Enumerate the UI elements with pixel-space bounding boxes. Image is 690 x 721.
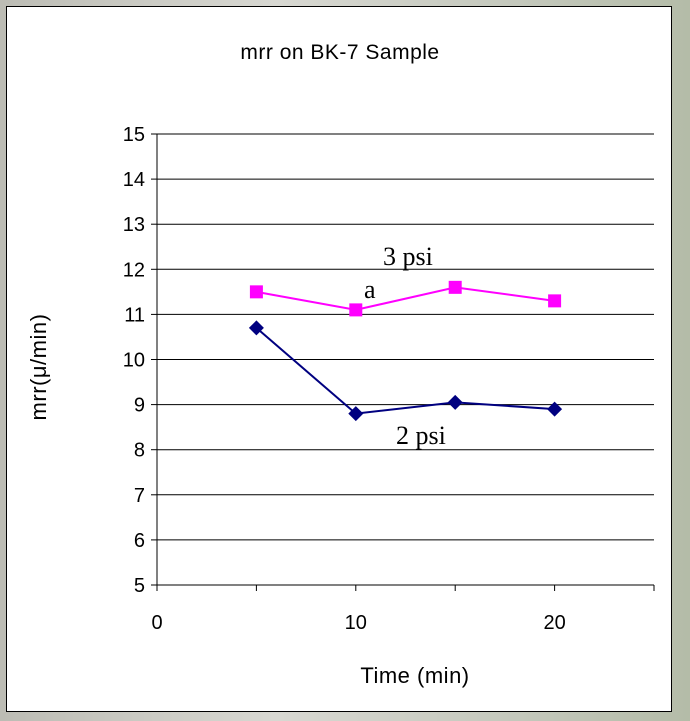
series-line-2-psi — [255, 327, 555, 415]
y-tick-label: 11 — [124, 304, 145, 326]
chart-title: mrr on BK-7 Sample — [240, 41, 440, 64]
y-tick-label: 14 — [123, 169, 145, 191]
x-axis-label: Time (min) — [360, 663, 470, 688]
y-tick-label: 10 — [123, 350, 145, 372]
annotation-2: a — [364, 275, 376, 304]
y-tick-label: 5 — [134, 575, 145, 597]
data-point-2-psi — [248, 320, 264, 336]
x-tick-label: 0 — [151, 612, 162, 634]
data-point-3-psi — [448, 280, 462, 294]
y-tick-label: 12 — [123, 259, 145, 281]
y-tick-label: 13 — [123, 214, 145, 236]
y-tick-label: 7 — [134, 485, 145, 507]
data-point-3-psi — [249, 285, 263, 299]
data-point-2-psi — [348, 406, 364, 422]
y-tick-label: 9 — [134, 395, 145, 417]
annotation-1: 3 psi — [383, 242, 433, 271]
x-tick-label: 10 — [345, 612, 367, 634]
data-point-3-psi — [349, 303, 363, 317]
y-tick-label: 8 — [134, 440, 145, 462]
data-point-2-psi — [547, 401, 563, 417]
annotation-3: 2 psi — [396, 421, 446, 450]
y-tick-label: 6 — [134, 530, 145, 552]
y-tick-label: 15 — [123, 124, 145, 146]
series-line-3-psi — [256, 286, 555, 311]
data-point-2-psi — [447, 394, 463, 410]
data-point-3-psi — [548, 294, 562, 308]
x-tick-label: 20 — [543, 612, 565, 634]
